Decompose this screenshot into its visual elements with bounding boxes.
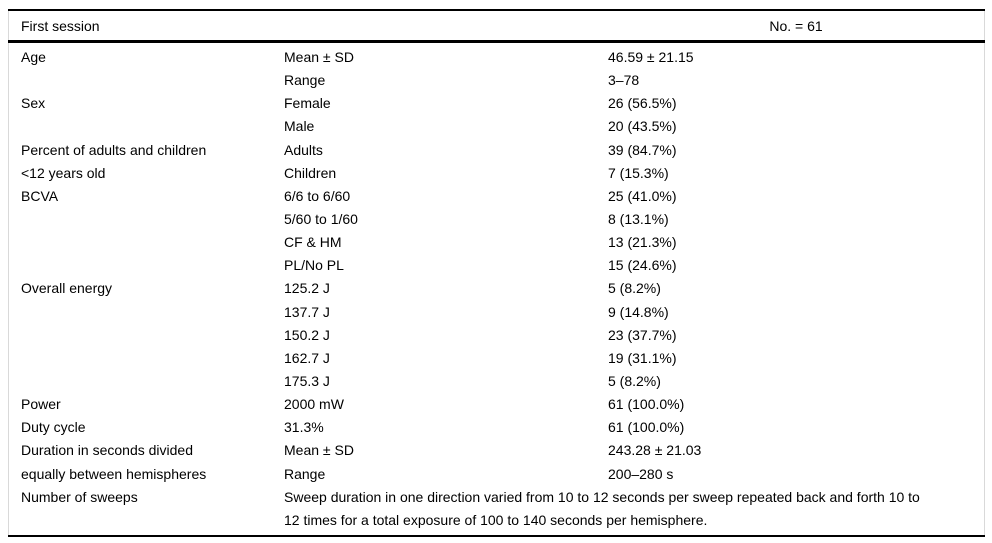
row-sub: 5/60 to 1/60 <box>284 211 358 228</box>
row-sub: 162.7 J <box>284 349 330 366</box>
row-sub: 175.3 J <box>284 373 330 390</box>
table-row: PL/No PL 15 (24.6%) <box>9 254 984 277</box>
table-row: Range 3–78 <box>9 69 984 92</box>
row-sub: Range <box>284 465 326 482</box>
table-row: <12 years old Children 7 (15.3%) <box>9 162 984 185</box>
table-row: BCVA 6/6 to 6/60 25 (41.0%) <box>9 185 984 208</box>
row-label: equally between hemispheres <box>21 465 207 482</box>
row-value: 61 (100.0%) <box>608 419 685 436</box>
sweep-duration-note: Sweep duration in one direction varied f… <box>284 488 920 528</box>
row-value: 61 (100.0%) <box>608 396 685 413</box>
row-sub: Mean ± SD <box>284 49 354 66</box>
table-row: Duty cycle 31.3% 61 (100.0%) <box>9 416 984 439</box>
row-value: 243.28 ± 21.03 <box>608 442 702 459</box>
row-value: 15 (24.6%) <box>608 257 677 274</box>
table-row: equally between hemispheres Range 200–28… <box>9 463 984 486</box>
study-parameters-table: First session No. = 61 Age Mean ± SD 46.… <box>8 9 985 538</box>
row-value: 39 (84.7%) <box>608 141 677 158</box>
row-value: 26 (56.5%) <box>608 95 677 112</box>
row-value: 23 (37.7%) <box>608 326 677 343</box>
row-value: 19 (31.1%) <box>608 349 677 366</box>
table-top-rule <box>8 9 985 11</box>
table-row: 5/60 to 1/60 8 (13.1%) <box>9 208 984 231</box>
row-sub: Children <box>284 164 337 181</box>
row-label: Duration in seconds divided <box>21 442 193 459</box>
table-row: Male 20 (43.5%) <box>9 115 984 138</box>
table-header-row: First session No. = 61 <box>9 11 984 40</box>
row-sub: Female <box>284 95 331 112</box>
row-value: 5 (8.2%) <box>608 280 661 297</box>
table-row: Duration in seconds divided Mean ± SD 24… <box>9 439 984 462</box>
row-label: <12 years old <box>21 164 106 181</box>
table-bottom-rule <box>8 535 985 538</box>
row-label: Percent of adults and children <box>21 141 207 158</box>
row-sub: 31.3% <box>284 419 324 436</box>
row-sub: 150.2 J <box>284 326 330 343</box>
row-sub: Mean ± SD <box>284 442 354 459</box>
row-value: 8 (13.1%) <box>608 211 669 228</box>
table-row: 150.2 J 23 (37.7%) <box>9 324 984 347</box>
table-row: 137.7 J 9 (14.8%) <box>9 301 984 324</box>
row-sub: 2000 mW <box>284 396 344 413</box>
table-row: Age Mean ± SD 46.59 ± 21.15 <box>9 43 984 69</box>
table-row: 175.3 J 5 (8.2%) <box>9 370 984 393</box>
row-value: 200–280 s <box>608 465 674 482</box>
row-sub: 6/6 to 6/60 <box>284 187 351 204</box>
row-value: 7 (15.3%) <box>608 164 669 181</box>
row-value: 3–78 <box>608 72 640 89</box>
row-sub: 125.2 J <box>284 280 330 297</box>
row-sub: 137.7 J <box>284 303 330 320</box>
row-value: 5 (8.2%) <box>608 373 661 390</box>
row-sub: PL/No PL <box>284 257 344 274</box>
row-label: Number of sweeps <box>21 488 138 505</box>
row-label: Sex <box>21 95 46 112</box>
table-row: Sex Female 26 (56.5%) <box>9 92 984 115</box>
row-label: Overall energy <box>21 280 113 297</box>
table-row: Overall energy 125.2 J 5 (8.2%) <box>9 277 984 300</box>
table-title: First session <box>21 17 100 34</box>
row-value: 9 (14.8%) <box>608 303 669 320</box>
row-value: 46.59 ± 21.15 <box>608 49 694 66</box>
row-label: Age <box>21 49 46 66</box>
table-row: Percent of adults and children Adults 39… <box>9 139 984 162</box>
table-row: 162.7 J 19 (31.1%) <box>9 347 984 370</box>
row-label: Power <box>21 396 61 413</box>
row-sub: Adults <box>284 141 323 158</box>
row-value: 13 (21.3%) <box>608 234 677 251</box>
row-label: Duty cycle <box>21 419 86 436</box>
sample-size: No. = 61 <box>769 17 823 34</box>
row-value: 25 (41.0%) <box>608 187 677 204</box>
row-sub: Male <box>284 118 315 135</box>
table-row-note: Number of sweeps Sweep duration in one d… <box>9 486 984 535</box>
table-row: Power 2000 mW 61 (100.0%) <box>9 393 984 416</box>
row-value: 20 (43.5%) <box>608 118 677 135</box>
table-row: CF & HM 13 (21.3%) <box>9 231 984 254</box>
row-sub: CF & HM <box>284 234 342 251</box>
row-sub: Range <box>284 72 326 89</box>
table-header-rule <box>8 40 985 43</box>
row-label: BCVA <box>21 187 59 204</box>
